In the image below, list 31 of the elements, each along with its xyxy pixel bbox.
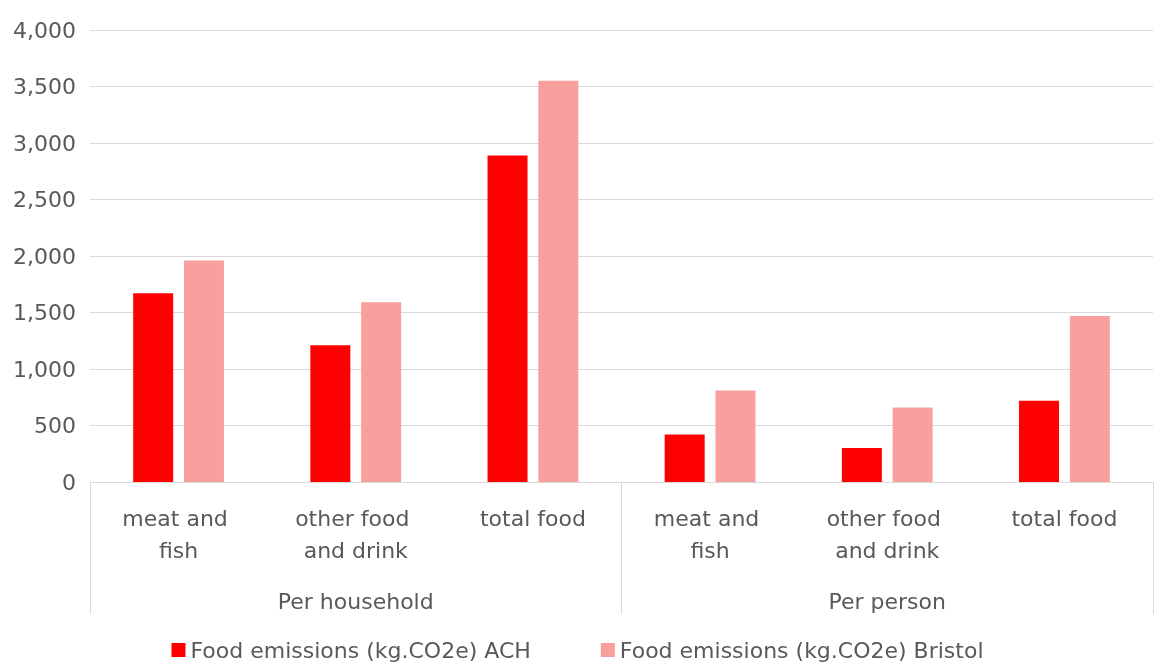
y-tick-label: 2,500 xyxy=(13,187,76,212)
bar xyxy=(1069,315,1110,482)
bar xyxy=(133,293,174,482)
y-tick-label: 1,000 xyxy=(13,356,76,382)
text: Per person xyxy=(828,588,946,614)
bar xyxy=(487,155,528,482)
y-tick-label: 500 xyxy=(34,413,76,438)
x-tick-label: total food xyxy=(1011,505,1118,531)
bar xyxy=(892,407,933,482)
x-tick-label: total food xyxy=(479,505,586,531)
x-tick-label: meat and fish xyxy=(653,505,767,563)
bar xyxy=(183,260,224,482)
y-tick-label: 1,500 xyxy=(13,300,76,325)
legend-label: Food emissions (kg.CO2e) ACH xyxy=(190,637,531,663)
x-tick-label: other food and drink xyxy=(295,505,417,563)
bar xyxy=(310,345,351,482)
y-tick-label: 4,000 xyxy=(13,17,76,43)
text: Per household xyxy=(277,588,434,614)
bar xyxy=(1019,400,1060,482)
bar xyxy=(361,302,402,482)
y-tick-label: 0 xyxy=(62,469,76,495)
y-tick-label: 3,000 xyxy=(13,130,76,156)
bar xyxy=(715,390,756,482)
legend-label: Food emissions (kg.CO2e) Bristol xyxy=(619,637,984,663)
bar xyxy=(538,80,579,482)
bar xyxy=(841,448,882,482)
bar xyxy=(664,434,705,482)
y-tick-label: 3,500 xyxy=(13,74,76,99)
x-tick-label: meat and fish xyxy=(122,505,235,563)
y-tick-label: 2,000 xyxy=(13,243,76,269)
x-tick-label: other food and drink xyxy=(826,505,948,563)
